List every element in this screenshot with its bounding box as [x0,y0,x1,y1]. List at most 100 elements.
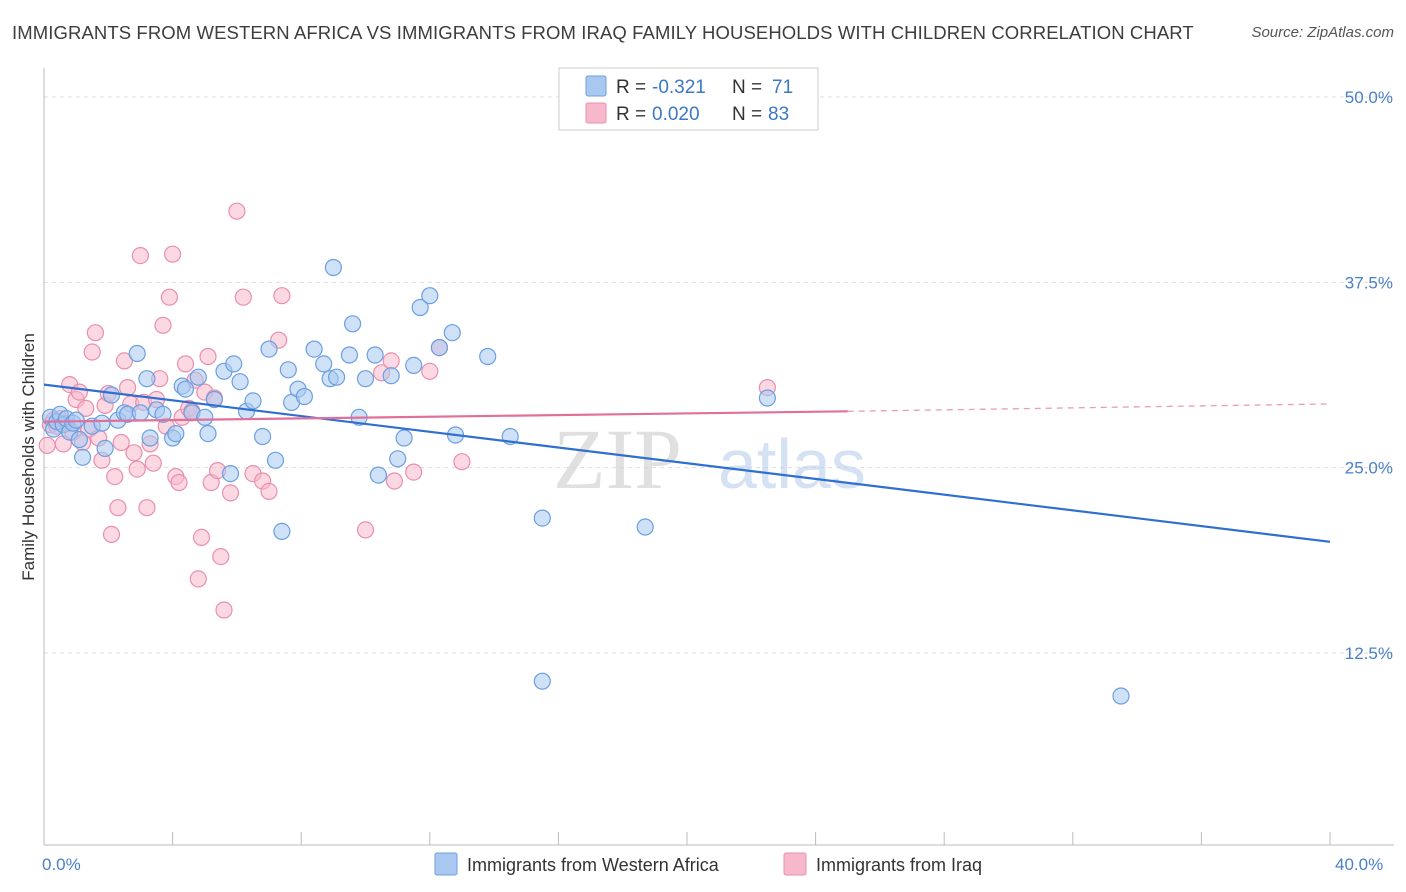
point-western-africa [382,367,400,385]
y-tick-label: 25.0% [1345,459,1393,478]
point-iraq [125,444,143,462]
legend-swatch-pink [585,102,607,124]
point-iraq [215,601,233,619]
legend-r-value-1: -0.321 [652,77,706,98]
trend-lines [43,383,1331,543]
point-western-africa [295,387,313,406]
legend-n-value-1: 71 [772,77,793,98]
point-western-africa [70,430,89,449]
point-western-africa [421,287,439,305]
point-western-africa [128,344,146,363]
point-iraq [106,468,124,486]
point-western-africa [102,386,121,404]
point-western-africa [93,414,111,432]
point-western-africa [315,355,333,373]
point-iraq [164,245,182,263]
trend-line-iraq [43,410,848,423]
point-western-africa [154,405,172,423]
point-western-africa [1112,687,1130,705]
point-western-africa [430,339,448,357]
point-iraq [144,454,162,472]
point-iraq [70,383,89,401]
series-western-africa-points [41,258,1130,705]
point-western-africa [443,324,461,342]
point-iraq [109,499,127,517]
point-western-africa [344,315,362,333]
bottom-legend-label-blue: Immigrants from Western Africa [467,855,720,875]
point-iraq [273,287,291,305]
point-iraq [234,288,252,306]
point-western-africa [356,370,375,388]
point-western-africa [176,380,195,398]
correlation-legend: R = -0.321 N = 71 R = 0.020 N = 83 [558,67,819,131]
bottom-legend-label-pink: Immigrants from Iraq [816,855,982,875]
point-iraq [86,324,105,342]
point-western-africa [279,361,297,379]
point-western-africa [533,509,551,527]
point-western-africa [244,392,262,410]
watermark-atlas: atlas [718,425,866,503]
point-iraq [154,316,172,334]
point-iraq [405,463,423,481]
y-axis-title: Family Households with Children [19,333,38,581]
point-iraq [115,352,134,370]
point-western-africa [366,346,384,364]
point-iraq [453,453,471,471]
point-iraq [112,433,130,452]
point-western-africa [405,356,423,374]
point-western-africa [305,340,323,358]
point-iraq [260,482,278,500]
point-western-africa [221,465,240,483]
point-western-africa [225,355,243,373]
point-western-africa [141,429,159,447]
point-iraq [421,362,439,380]
point-western-africa [533,672,551,690]
point-western-africa [389,450,407,468]
bottom-legend-swatch-blue [434,852,458,876]
point-western-africa [260,340,278,358]
point-iraq [83,343,101,361]
y-tick-label: 12.5% [1345,644,1393,663]
point-western-africa [138,370,156,388]
point-iraq [170,473,188,492]
point-iraq [228,202,246,220]
legend-swatch-blue [585,75,607,97]
legend-r-value-2: 0.020 [652,104,700,125]
point-western-africa [189,368,207,386]
point-iraq [385,472,403,490]
point-western-africa [273,522,291,541]
chart-title: IMMIGRANTS FROM WESTERN AFRICA VS IMMIGR… [12,22,1194,43]
point-iraq [199,347,217,366]
point-iraq [38,436,56,454]
point-western-africa [758,389,777,407]
point-western-africa [231,373,249,391]
point-western-africa [411,298,429,317]
point-western-africa [205,390,223,409]
point-iraq [138,499,156,517]
point-iraq [382,352,400,370]
point-western-africa [369,466,387,484]
point-iraq [212,547,230,566]
point-western-africa [328,368,346,386]
point-iraq [77,399,95,417]
watermark-zip: ZIP [553,411,682,507]
source-label: Source: ZipAtlas.com [1251,24,1394,41]
point-western-africa [479,347,497,366]
legend-r-label-2: R = [616,104,646,125]
point-iraq [356,521,375,539]
x-tick-label-min: 0.0% [42,855,81,874]
point-western-africa [96,439,114,457]
point-western-africa [636,518,654,536]
point-western-africa [167,425,185,443]
series-legend: Immigrants from Western Africa Immigrant… [434,852,982,876]
bottom-legend-swatch-pink [783,852,807,876]
legend-n-value-2: 83 [768,104,789,125]
legend-r-label-1: R = [616,77,646,98]
point-iraq [160,288,178,306]
point-western-africa [395,429,413,447]
point-western-africa [254,427,272,446]
point-western-africa [266,451,285,469]
legend-n-label-2: N = [732,104,762,125]
point-western-africa [199,425,217,443]
